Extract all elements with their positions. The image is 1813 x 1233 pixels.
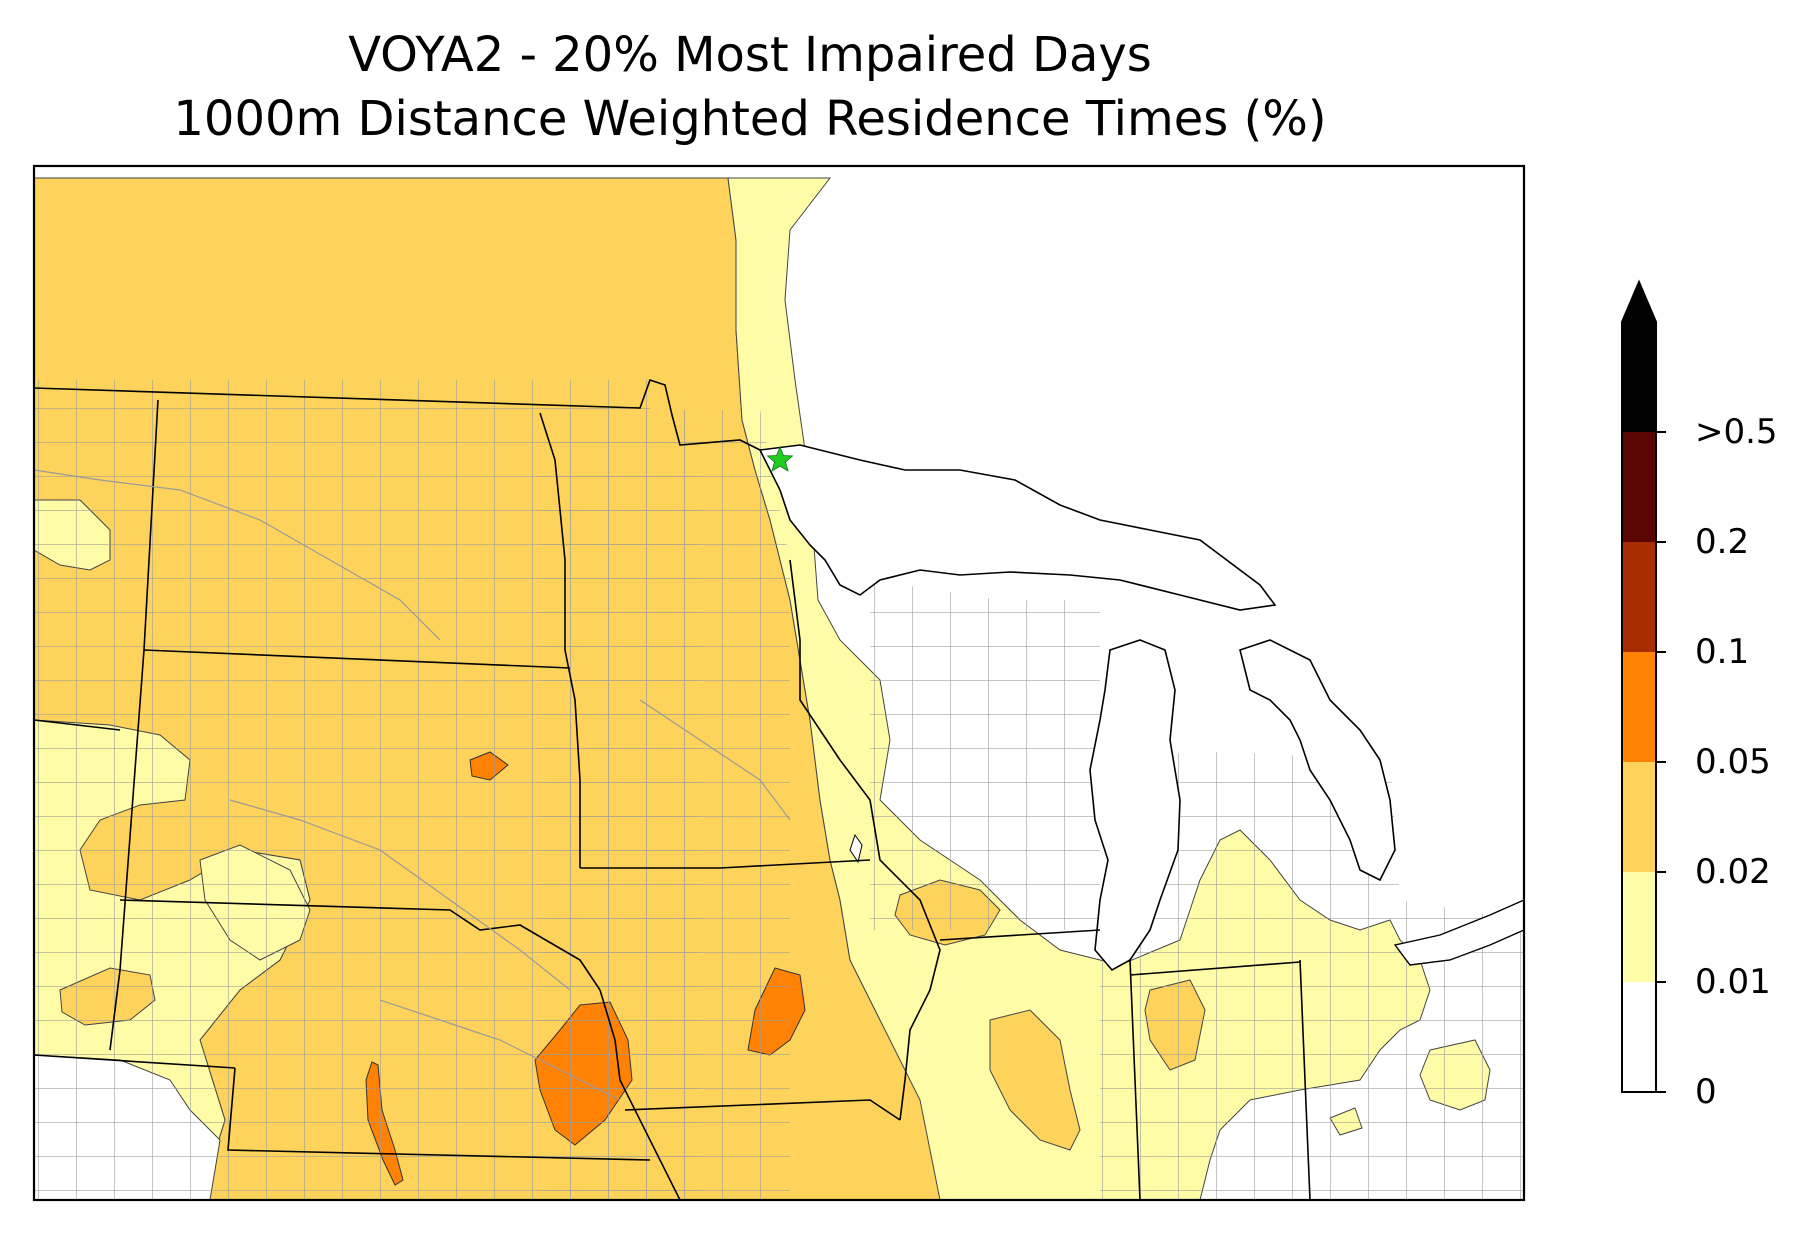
colorbar-bin-5	[1622, 432, 1656, 542]
colorbar-tick-label: 0.05	[1695, 742, 1771, 782]
colorbar-tick-label: >0.5	[1695, 412, 1778, 452]
colorbar-tick-label: 0.02	[1695, 852, 1771, 892]
colorbar-bin-3	[1622, 652, 1656, 762]
colorbar-bin-2	[1622, 762, 1656, 872]
lake-huron	[1239, 639, 1396, 882]
colorbar-bin-4	[1622, 542, 1656, 652]
map-frame	[32, 164, 1526, 1202]
lake-of-the-woods	[849, 833, 863, 864]
map-title-line1: VOYA2 - 20% Most Impaired Days	[348, 27, 1152, 83]
colorbar-tick-label: 0.1	[1695, 632, 1750, 672]
site-marker-star-icon	[766, 445, 794, 472]
colorbar-bin-6	[1622, 282, 1656, 432]
colorbar-bin-0	[1622, 982, 1656, 1092]
colorbar-outline	[1621, 279, 1657, 1093]
map-panel	[34, 166, 1524, 1200]
state-borders	[34, 378, 1311, 1200]
lake-erie	[1393, 899, 1524, 966]
contour-0.02-0.05-east-b	[989, 1009, 1081, 1151]
colorbar	[1621, 279, 1666, 1093]
colorbar-tick-label: 0	[1695, 1072, 1717, 1112]
colorbar-bin-1	[1622, 872, 1656, 982]
lake-superior	[758, 444, 1277, 611]
map-title-line2: 1000m Distance Weighted Residence Times …	[173, 91, 1327, 147]
colorbar-tick-label: 0.2	[1695, 522, 1750, 562]
rivers	[34, 469, 791, 1101]
colorbar-tick-label: 0.01	[1695, 962, 1771, 1002]
